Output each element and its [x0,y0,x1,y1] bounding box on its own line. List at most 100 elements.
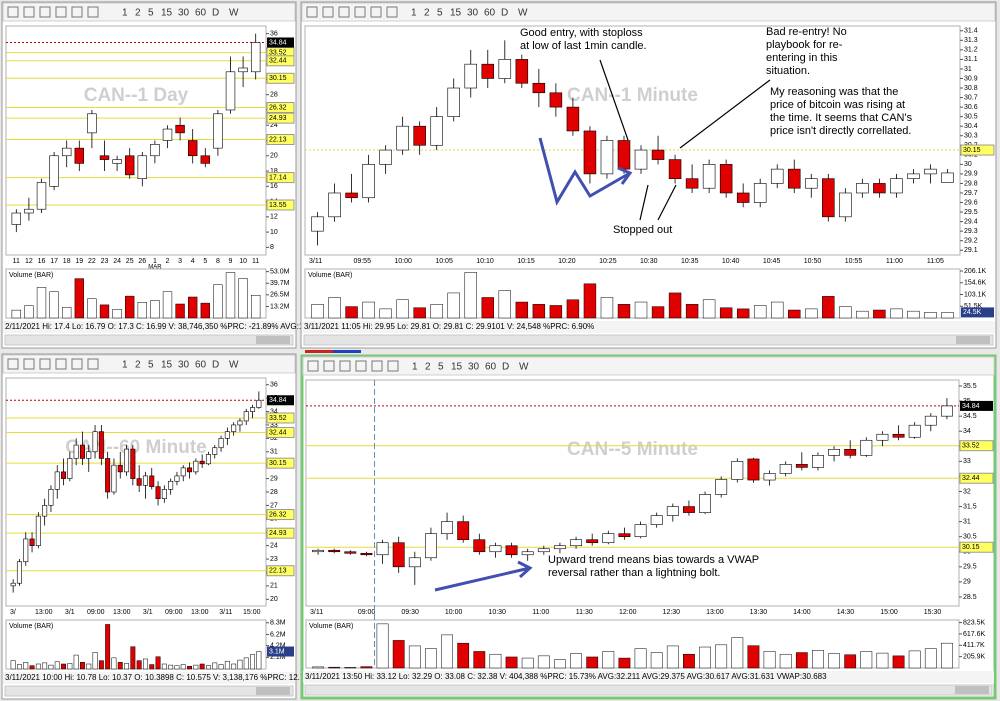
timeframe-button[interactable]: 1 [411,8,417,19]
toolbar-icon[interactable] [23,358,35,370]
timeframe-button[interactable]: 30 [468,362,480,373]
timeframe-button[interactable]: 5 [148,8,154,19]
toolbar-icon[interactable] [339,360,351,372]
toolbar-icon[interactable] [338,6,350,18]
timeframe-button[interactable]: 60 [195,360,207,371]
timeframe-button[interactable]: 5 [437,8,443,19]
scrollbar[interactable] [4,334,294,346]
annotation: situation. [766,65,810,77]
timeframe-button[interactable]: 30 [178,8,190,19]
toolbar-icon[interactable] [23,6,35,18]
timeframe-button[interactable]: W [519,362,529,373]
volume-bar [860,651,873,669]
timeframe-button[interactable]: 60 [195,8,207,19]
toolbar-icon[interactable] [87,358,99,370]
candle-body [362,164,375,199]
timeframe-button[interactable]: 2 [424,8,430,19]
toolbar-icon[interactable] [55,358,67,370]
level-label: 33.52 [962,443,980,450]
toolbar-icon[interactable] [7,6,19,18]
volume-bar [237,659,243,670]
toolbar-icon[interactable] [39,358,51,370]
toolbar-icon[interactable] [39,6,51,18]
volume-bar [413,307,426,319]
timeframe-button[interactable]: 15 [451,362,463,373]
candle-body [225,71,236,111]
volume-bar [99,304,110,319]
timeframe-button[interactable]: D [502,362,509,373]
timeframe-button[interactable]: 30 [467,8,479,19]
timeframe-button[interactable]: 15 [161,8,173,19]
x-tick-label: 13:00 [35,609,53,616]
volume-bar [805,308,818,319]
candle-body [392,542,405,568]
toolbar-icon[interactable] [71,6,83,18]
volume-bar [715,644,728,669]
volume-tick-label: 823.5K [963,619,986,626]
candle-body [99,155,110,160]
scrollbar-thumb[interactable] [956,336,990,344]
timeframe-button[interactable]: D [212,8,219,19]
level-box [266,199,295,211]
timeframe-button[interactable]: 30 [178,360,190,371]
x-tick-label: 3 [178,258,182,265]
candle-body [682,506,695,513]
candle-body [11,212,22,225]
candle-body [67,458,73,479]
timeframe-button[interactable]: 60 [485,362,497,373]
timeframe-button[interactable]: 15 [161,360,173,371]
toolbar-icon[interactable] [55,6,67,18]
scrollbar-thumb[interactable] [955,686,989,694]
timeframe-button[interactable]: 15 [450,8,462,19]
toolbar-icon[interactable] [387,360,399,372]
scrollbar[interactable] [303,334,994,346]
scrollbar[interactable] [304,684,993,696]
volume-bar [702,299,716,319]
toolbar-icon[interactable] [355,360,367,372]
scrollbar[interactable] [4,685,294,697]
toolbar-icon[interactable] [7,358,19,370]
scrollbar-thumb[interactable] [256,336,290,344]
toolbar-icon[interactable] [87,6,99,18]
toolbar-icon[interactable] [371,360,383,372]
timeframe-button[interactable]: 2 [135,8,141,19]
volume-bar [441,634,453,669]
timeframe-button[interactable]: 60 [484,8,496,19]
candle-body [379,149,392,165]
timeframe-button[interactable]: 2 [425,362,431,373]
toolbar-icon[interactable] [306,6,318,18]
volume-bar [35,663,41,670]
volume-bar [788,309,801,319]
y-tick-label: 34.5 [963,413,977,420]
timeframe-button[interactable]: 5 [438,362,444,373]
toolbar-icon[interactable] [370,6,382,18]
toolbar-icon[interactable] [354,6,366,18]
x-tick-label: 23 [101,258,109,265]
toolbar-icon[interactable] [71,358,83,370]
volume-bar [142,658,148,670]
timeframe-button[interactable]: W [518,8,528,19]
timeframe-button[interactable]: D [212,360,219,371]
toolbar-icon[interactable] [386,6,398,18]
volume-tick-label: 13.2M [270,303,290,310]
y-tick-label: 29.5 [963,564,977,571]
timeframe-button[interactable]: W [229,360,239,371]
toolbar-icon[interactable] [323,360,335,372]
volume-bar [73,654,79,670]
timeframe-button[interactable]: 1 [122,8,128,19]
timeframe-button[interactable]: 2 [135,360,141,371]
timeframe-button[interactable]: 1 [122,360,128,371]
scrollbar-thumb[interactable] [256,687,290,695]
timeframe-button[interactable]: 5 [148,360,154,371]
timeframe-button[interactable]: 1 [412,362,418,373]
candle-body [586,539,599,544]
timeframe-button[interactable]: D [501,8,508,19]
y-tick-label: 35.5 [963,383,977,390]
volume-tick-label: 617.6K [963,631,986,638]
timeframe-button[interactable]: W [229,8,239,19]
candle-body [408,557,421,568]
volume-bar [498,290,512,319]
toolbar-icon[interactable] [307,360,319,372]
toolbar-icon[interactable] [322,6,334,18]
candle-body [668,159,682,179]
